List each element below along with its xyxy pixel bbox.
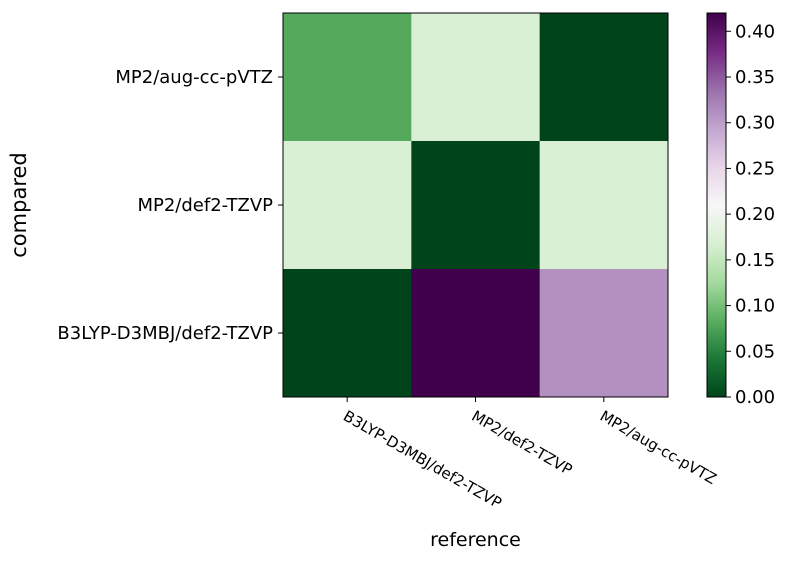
heatmap-cell bbox=[411, 269, 541, 398]
heatmap-cell bbox=[411, 13, 541, 142]
x-tick-label: MP2/def2-TZVP bbox=[469, 407, 576, 479]
colorbar-tick-label: 0.00 bbox=[735, 387, 775, 408]
colorbar-tick-label: 0.05 bbox=[735, 341, 775, 362]
heatmap-cell bbox=[539, 141, 669, 270]
heatmap-cells bbox=[283, 13, 669, 398]
x-axis-title: reference bbox=[430, 529, 521, 551]
heatmap-cell bbox=[283, 141, 412, 270]
colorbar-tick-label: 0.20 bbox=[735, 204, 775, 225]
colorbar-tick-label: 0.10 bbox=[735, 296, 775, 317]
colorbar-tick-label: 0.35 bbox=[735, 67, 775, 88]
heatmap-cell bbox=[283, 269, 412, 398]
heatmap-cell bbox=[283, 13, 412, 142]
colorbar-gradient bbox=[706, 12, 727, 398]
heatmap-cell bbox=[411, 141, 541, 270]
y-axis-title: compared bbox=[7, 152, 31, 257]
y-tick-label: MP2/aug-cc-pVTZ bbox=[115, 67, 273, 88]
colorbar-tick-label: 0.15 bbox=[735, 250, 775, 271]
y-tick-label: MP2/def2-TZVP bbox=[137, 195, 273, 216]
colorbar-tick-label: 0.30 bbox=[735, 113, 775, 134]
y-axis-ticks: MP2/aug-cc-pVTZ MP2/def2-TZVP B3LYP-D3MBJ/… bbox=[57, 67, 283, 344]
x-tick-label: MP2/aug-cc-pVTZ bbox=[597, 407, 720, 488]
heatmap-cell bbox=[539, 13, 669, 142]
colorbar-tick-label: 0.25 bbox=[735, 158, 775, 179]
colorbar-tick-label: 0.40 bbox=[735, 21, 775, 42]
colorbar: 0.00 0.05 0.10 0.15 0.20 0.25 0.30 0.35 0.40 bbox=[706, 12, 775, 408]
heatmap-cell bbox=[539, 269, 669, 398]
y-tick-label: B3LYP-D3MBJ/def2-TZVP bbox=[57, 323, 273, 344]
